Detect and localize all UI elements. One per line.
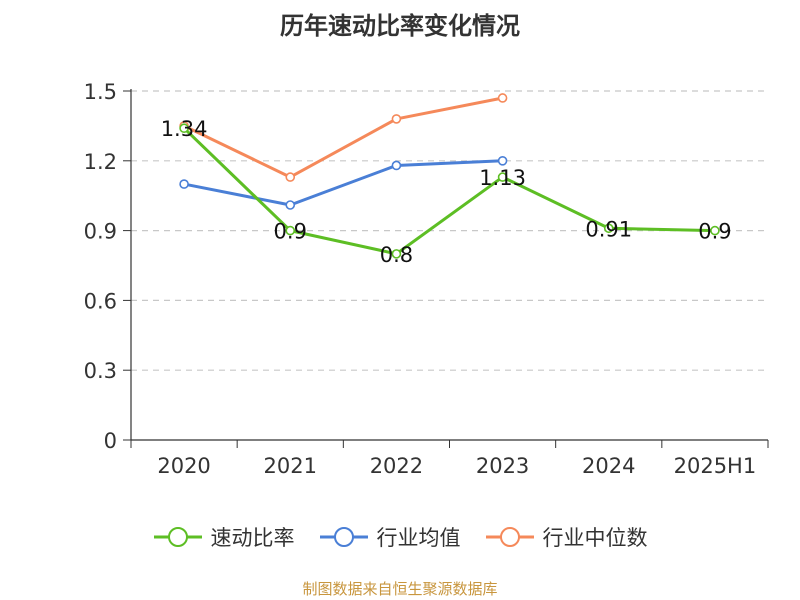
y-tick-label: 0.3 [84,359,117,383]
data-point [497,172,508,182]
source-note: 制图数据来自恒生聚源数据库 [302,580,498,598]
data-label: 0.91 [585,217,632,241]
data-labels: 1.34 0.9 0.8 1.13 0.91 0.9 [161,117,732,267]
data-point [497,156,508,166]
legend-item[interactable]: 行业均值 [319,522,461,552]
x-tick-label: 2025H1 [674,454,757,478]
series-line [183,127,715,256]
data-point [391,114,402,124]
data-point [179,179,189,189]
series-lines [179,93,720,259]
y-tick-label: 0.6 [84,289,117,313]
data-point [285,225,296,236]
data-point [497,93,508,103]
y-tick-label: 0 [104,429,117,453]
data-label: 0.9 [274,220,307,244]
data-point [285,172,296,182]
y-tick-label: 1.5 [84,80,117,104]
x-tick-label: 2023 [476,454,529,478]
legend-line-circle-icon [153,527,202,547]
legend-line-circle-icon [485,527,534,547]
chart-title: 历年速动比率变化情况 [280,12,520,40]
x-tick-label: 2022 [370,454,423,478]
data-label: 1.34 [161,117,208,141]
data-point [710,225,720,236]
data-label: 0.8 [380,243,413,267]
data-point [179,123,189,134]
data-label: 1.13 [479,166,526,190]
x-tick-label: 2020 [157,454,210,478]
legend: 速动比率 行业均值 行业中位数 [0,519,800,555]
legend-label: 行业均值 [376,526,461,550]
axes: 0 0.3 0.6 0.9 1.2 1.5 2020 2021 2022 2023 2024 2025… [84,80,769,478]
data-point [603,223,614,234]
legend-line-circle-icon [319,527,368,547]
data-label: 0.9 [698,220,731,244]
x-tick-label: 2021 [264,454,317,478]
series-line [183,96,503,179]
legend-label: 行业中位数 [542,526,648,550]
legend-label: 速动比率 [210,526,295,550]
x-tick-label: 2024 [582,454,635,478]
data-point [391,160,402,171]
y-tick-label: 0.9 [84,220,117,244]
data-point [285,200,296,210]
legend-item[interactable]: 速动比率 [153,522,295,552]
data-point [391,249,402,259]
y-tick-label: 1.2 [84,150,117,174]
series-line [183,159,503,207]
legend-item[interactable]: 行业中位数 [485,522,648,552]
